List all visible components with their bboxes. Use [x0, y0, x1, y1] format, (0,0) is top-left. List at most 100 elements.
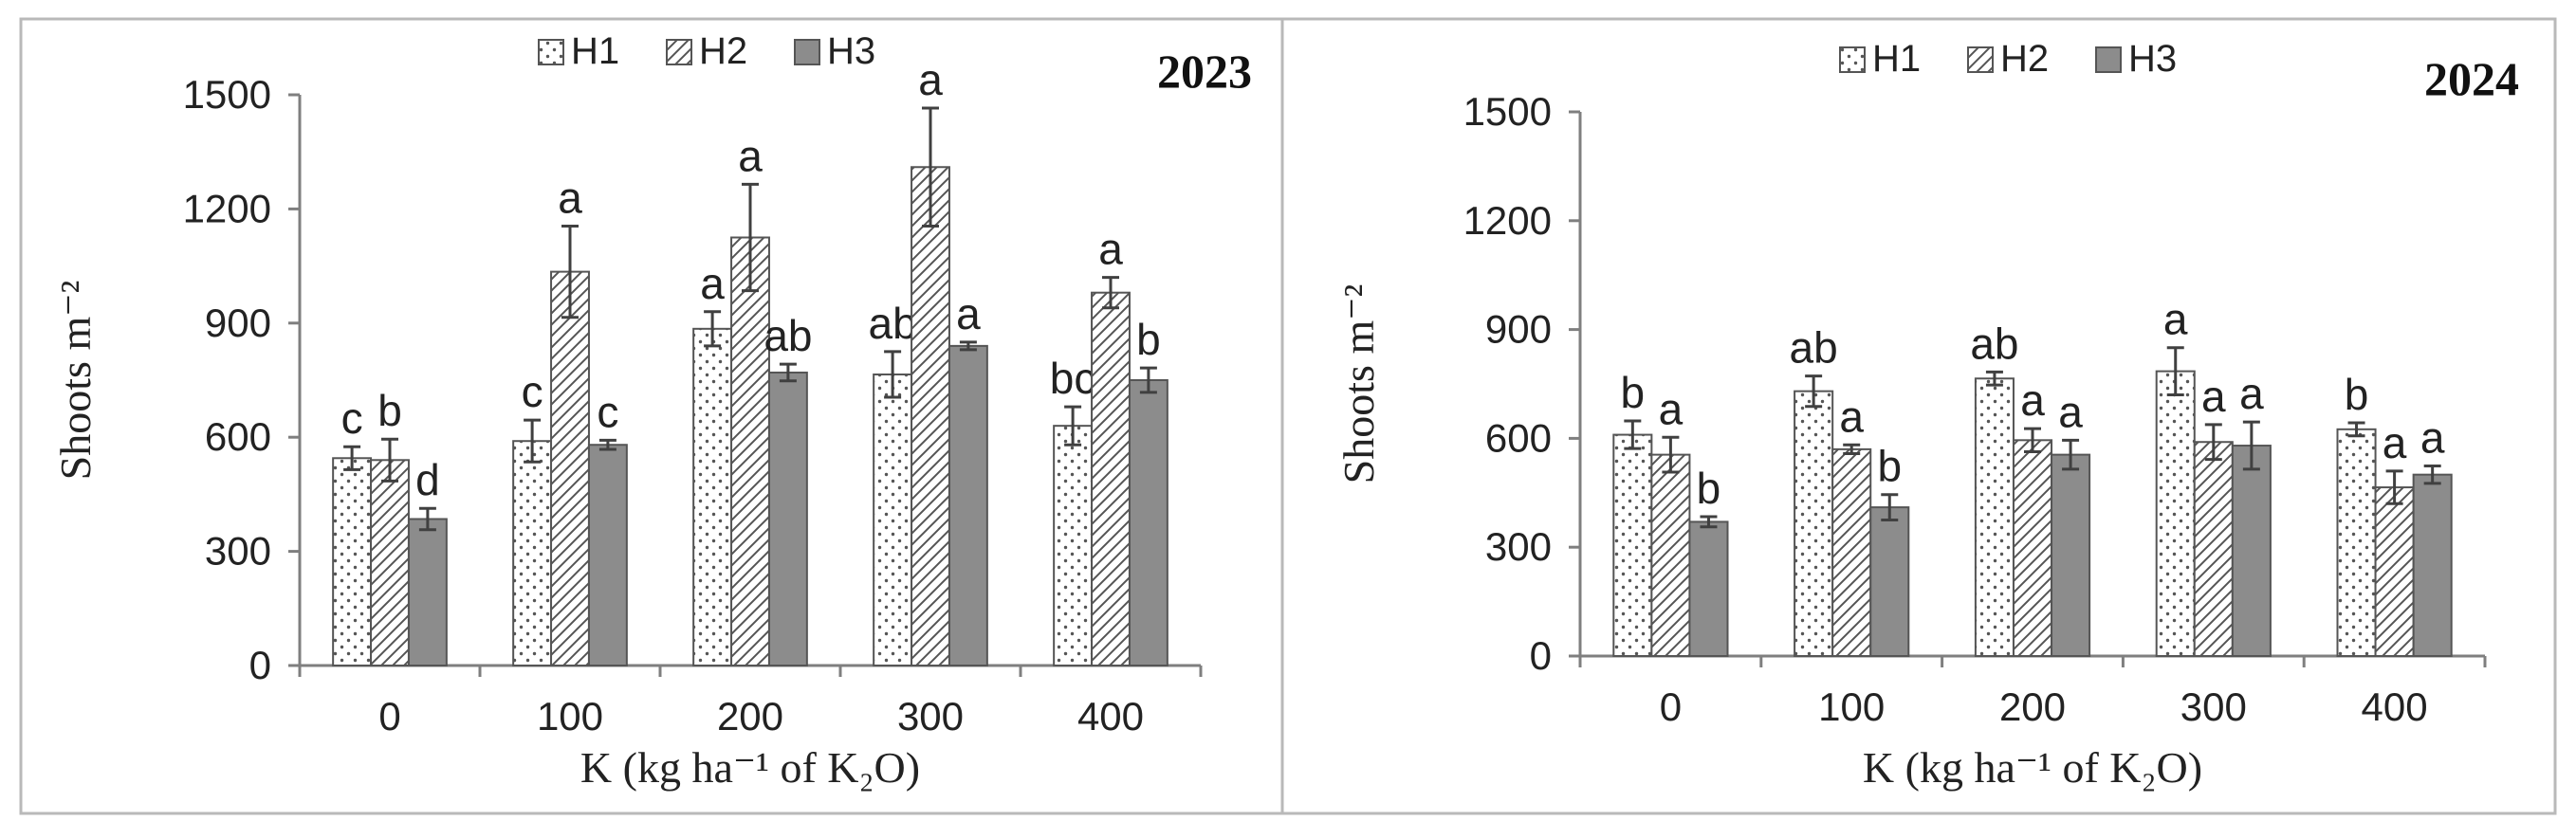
x-tick-label: 400	[1077, 694, 1144, 739]
significance-letter: b	[377, 386, 402, 435]
significance-letter: bc	[1050, 354, 1096, 403]
significance-letter: a	[738, 131, 763, 180]
significance-letter: a	[2058, 387, 2083, 436]
bar-h2	[911, 166, 950, 666]
bar-h1	[2336, 428, 2377, 658]
legend-label-h3: H3	[2128, 38, 2177, 80]
significance-letter: b	[1621, 368, 1646, 417]
y-axis-title: Shoots m⁻²	[51, 281, 100, 481]
y-tick-label: 1200	[183, 186, 271, 230]
bar-h3	[767, 371, 808, 666]
bar-h3	[1688, 520, 1729, 657]
significance-letter: c	[522, 367, 543, 416]
legend-swatch-h3	[794, 39, 820, 65]
panel-frame	[1280, 17, 2557, 815]
significance-letter: c	[341, 393, 363, 443]
bar-h3	[407, 518, 448, 667]
bar-h2	[1091, 291, 1131, 666]
significance-letter: b	[1877, 442, 1902, 491]
x-tick-label: 200	[1999, 684, 2066, 729]
legend-swatch-h2	[1967, 46, 1994, 73]
x-tick-label: 100	[537, 694, 603, 739]
bar-h1	[512, 440, 553, 667]
bar-h2	[2374, 486, 2415, 657]
bar-h2	[2193, 441, 2234, 657]
bar-h3	[2051, 453, 2091, 657]
y-tick-label: 900	[1485, 307, 1552, 352]
significance-letter: a	[1839, 392, 1864, 441]
y-tick-label: 300	[1485, 524, 1552, 569]
x-tick-label: 0	[1660, 684, 1682, 729]
bar-h2	[730, 236, 770, 666]
bar-h3	[2412, 473, 2453, 657]
x-axis-title: K (kg ha⁻¹ of K₂O)	[1863, 743, 2202, 792]
bar-h2	[1831, 447, 1872, 657]
bar-h3	[948, 344, 988, 666]
significance-letter: a	[1659, 384, 1684, 433]
y-tick-label: 1500	[183, 72, 271, 117]
significance-letter: a	[2201, 372, 2226, 421]
legend-swatch-h1	[538, 39, 564, 65]
x-tick-label: 0	[378, 694, 400, 739]
bar-h1	[1794, 390, 1834, 657]
significance-letter: a	[918, 55, 943, 104]
significance-letter: b	[1697, 464, 1721, 513]
significance-letter: ab	[1970, 319, 2018, 368]
significance-letter: a	[2383, 418, 2407, 467]
x-tick-label: 300	[897, 694, 964, 739]
y-tick-label: 300	[205, 529, 271, 574]
significance-letter: a	[1098, 225, 1123, 274]
year-label: 2024	[2424, 52, 2519, 105]
legend-swatch-h1	[1839, 46, 1866, 73]
bar-h1	[692, 327, 733, 666]
significance-letter: a	[558, 173, 582, 222]
bar-h1	[1612, 433, 1653, 657]
y-tick-label: 0	[1530, 633, 1552, 678]
y-axis-title: Shoots m⁻²	[1334, 284, 1383, 484]
significance-letter: b	[1136, 315, 1161, 364]
bar-h2	[550, 270, 590, 666]
bar-h1	[2155, 370, 2196, 657]
significance-letter: a	[2020, 375, 2045, 425]
y-tick-label: 1500	[1463, 89, 1552, 134]
bar-h1	[873, 373, 913, 666]
y-tick-label: 900	[205, 301, 271, 345]
significance-letter: ab	[1790, 323, 1838, 373]
legend-label-h3: H3	[827, 30, 875, 72]
significance-letter: a	[956, 289, 981, 338]
bar-h1	[332, 457, 373, 667]
significance-letter: a	[2420, 412, 2445, 462]
y-tick-label: 600	[1485, 415, 1552, 460]
bar-h1	[1053, 425, 1094, 666]
y-tick-label: 600	[205, 414, 271, 459]
bar-h3	[1869, 506, 1910, 658]
significance-letter: a	[2163, 295, 2188, 344]
significance-letter: a	[700, 259, 725, 308]
x-tick-label: 400	[2362, 684, 2428, 729]
significance-letter: c	[597, 387, 618, 436]
significance-letter: ab	[764, 311, 812, 360]
significance-letter: ab	[869, 299, 917, 348]
y-tick-label: 0	[249, 643, 271, 687]
bar-h1	[1974, 377, 2015, 657]
legend-swatch-h3	[2095, 46, 2122, 73]
y-tick-label: 1200	[1463, 198, 1552, 243]
significance-letter: d	[415, 455, 440, 504]
legend-label-h1: H1	[571, 30, 619, 72]
bar-h2	[1650, 453, 1691, 657]
x-tick-label: 100	[1818, 684, 1885, 729]
significance-letter: a	[2239, 369, 2264, 418]
x-tick-label: 200	[717, 694, 783, 739]
bar-h3	[2231, 445, 2272, 658]
bar-h3	[587, 444, 628, 666]
bar-h3	[1128, 379, 1168, 666]
year-label: 2023	[1157, 45, 1252, 98]
legend-label-h1: H1	[1872, 38, 1921, 80]
legend-swatch-h2	[666, 39, 692, 65]
significance-letter: b	[2345, 370, 2369, 419]
legend-label-h2: H2	[2000, 38, 2049, 80]
x-tick-label: 300	[2180, 684, 2247, 729]
bar-h2	[2012, 439, 2053, 657]
legend-label-h2: H2	[699, 30, 747, 72]
